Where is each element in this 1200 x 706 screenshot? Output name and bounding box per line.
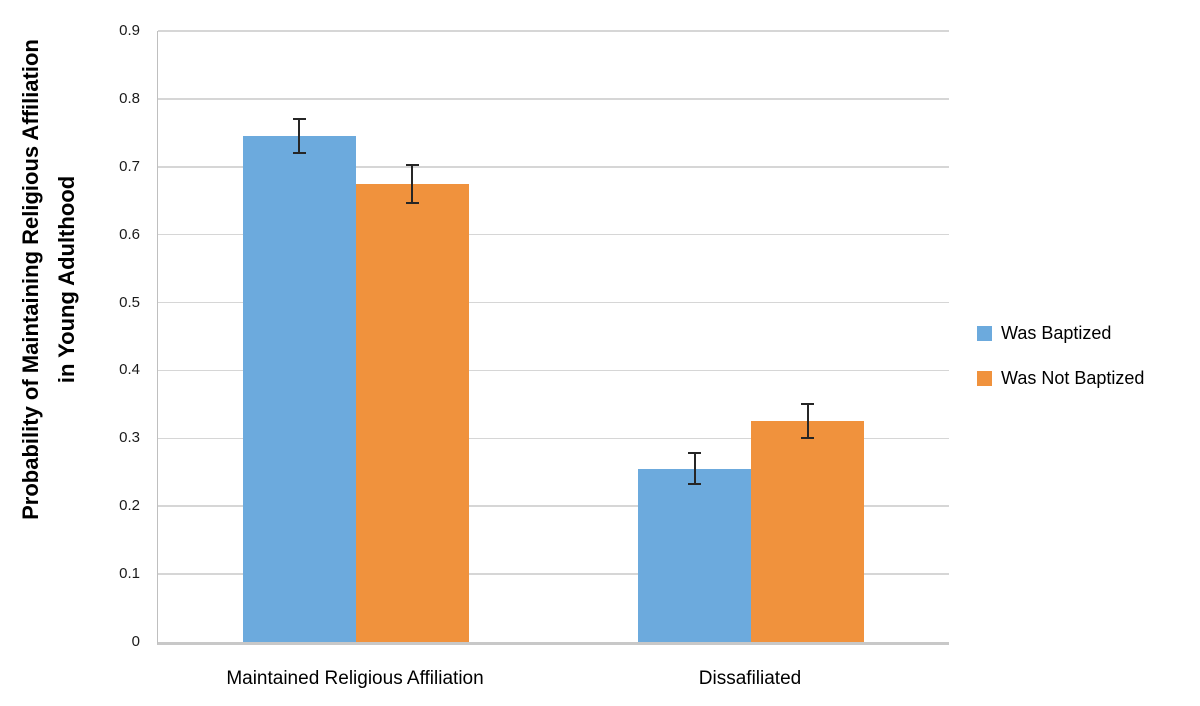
error-bar-cap-top-series1-category1 (801, 403, 815, 406)
error-bar-series1-category0 (411, 164, 414, 203)
gridline-0.5 (158, 301, 949, 304)
y-tick-label-0.3: 0.3 (119, 429, 140, 447)
error-bar-cap-bottom-series0-category0 (292, 152, 306, 155)
legend-label-was-baptized: Was Baptized (1001, 322, 1112, 343)
gridline-0.3 (158, 437, 949, 440)
error-bar-cap-bottom-series1-category1 (801, 437, 815, 440)
legend-swatch-was-not-baptized-icon (977, 370, 992, 386)
legend-label-was-not-baptized: Was Not Baptized (1001, 367, 1145, 388)
gridline-0.6 (158, 233, 949, 236)
bar-series1-category0 (355, 183, 469, 642)
error-bar-cap-bottom-series0-category1 (688, 483, 702, 486)
error-bar-cap-top-series0-category0 (292, 118, 306, 121)
bar-series0-category1 (638, 468, 752, 642)
gridline-0.1 (158, 573, 949, 575)
y-tick-label-0.9: 0.9 (119, 22, 140, 39)
bar-series0-category0 (242, 136, 356, 642)
legend: Was Baptized Was Not Baptized (977, 322, 1144, 412)
y-tick-label-0.7: 0.7 (119, 157, 140, 175)
legend-item-was-not-baptized: Was Not Baptized (977, 367, 1144, 389)
y-tick-label-0: 0 (131, 633, 140, 650)
y-tick-label-0.5: 0.5 (119, 293, 140, 311)
y-tick-label-0.2: 0.2 (119, 497, 140, 515)
error-bar-cap-bottom-series1-category0 (405, 201, 419, 204)
error-bar-cap-top-series1-category0 (405, 163, 419, 166)
error-bar-series0-category1 (693, 453, 696, 485)
gridline-0.4 (158, 369, 949, 372)
y-tick-label-0.1: 0.1 (119, 565, 140, 583)
error-bar-series1-category1 (806, 404, 809, 439)
error-bar-cap-top-series0-category1 (688, 452, 702, 455)
x-category-label-dissafiliated: Dissafiliated (698, 668, 802, 689)
y-tick-label-0.8: 0.8 (119, 89, 140, 107)
gridline-0.7 (158, 166, 949, 168)
gridline-0.8 (158, 98, 949, 100)
gridline-0.9 (158, 30, 949, 32)
x-category-label-maintained: Maintained Religious Affiliation (226, 668, 484, 689)
error-bar-series0-category0 (298, 119, 301, 154)
legend-swatch-was-baptized-icon (977, 325, 992, 341)
y-tick-label-0.6: 0.6 (119, 225, 140, 243)
bar-series1-category1 (751, 421, 865, 642)
gridline-0.2 (158, 505, 949, 507)
legend-item-was-baptized: Was Baptized (977, 322, 1144, 344)
plot-area (157, 30, 949, 645)
y-tick-label-0.4: 0.4 (119, 361, 140, 379)
